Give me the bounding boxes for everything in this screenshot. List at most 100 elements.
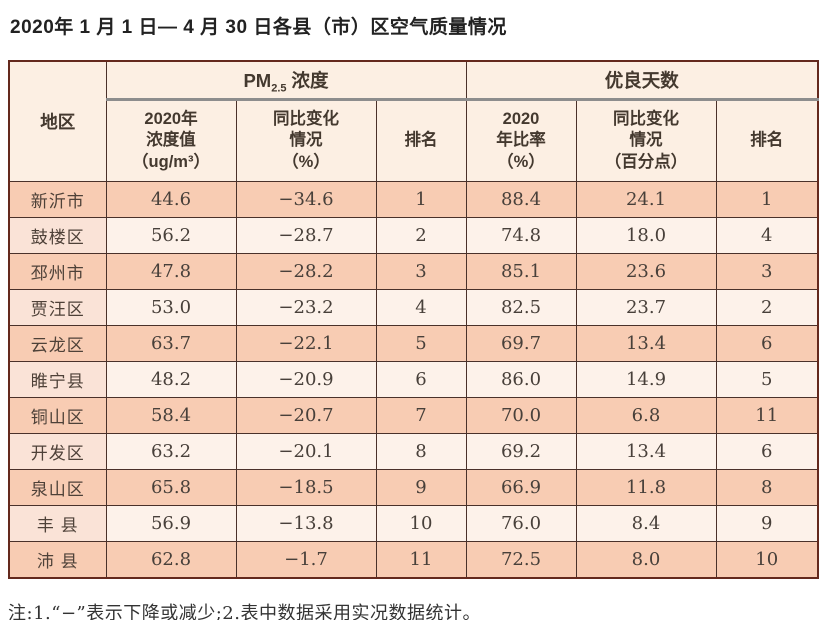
pm-rank-cell: 7 (375, 397, 467, 434)
header-pm-rank: 排名 (375, 99, 467, 182)
pm-change-cell: −20.9 (235, 361, 377, 398)
good-rate-cell: 70.0 (465, 397, 577, 434)
pm-rank-cell: 3 (375, 253, 467, 290)
table-body: 新沂市 44.6 −34.6 1 88.4 24.1 1 鼓楼区 56.2 −2… (8, 181, 819, 579)
pm-change-cell: −28.7 (235, 217, 377, 254)
pm25-label-subscript: 2.5 (271, 82, 287, 95)
good-rank-cell: 6 (715, 433, 819, 470)
table-row: 云龙区 63.7 −22.1 5 69.7 13.4 6 (8, 325, 819, 362)
good-change-cell: 23.7 (575, 289, 717, 326)
pm-change-cell: −18.5 (235, 469, 377, 506)
good-change-cell: 8.0 (575, 541, 717, 579)
group-header-row: 地区 PM2.5 浓度 优良天数 (8, 60, 819, 182)
pm-change-cell: −28.2 (235, 253, 377, 290)
header-good-change: 同比变化 情况 （百分点） (575, 99, 717, 182)
table-header: 地区 PM2.5 浓度 优良天数 2020年 浓度值 （ug/m³） 同比变化 情… (8, 60, 819, 182)
pm-value-cell: 47.8 (105, 253, 237, 290)
pm-value-cell: 44.6 (105, 181, 237, 218)
pm-change-cell: −20.1 (235, 433, 377, 470)
good-change-cell: 18.0 (575, 217, 717, 254)
good-rate-cell: 88.4 (465, 181, 577, 218)
good-rank-cell: 10 (715, 541, 819, 579)
sub-header-row: 2020年 浓度值 （ug/m³） 同比变化 情况 （%） 排名 2020 年比… (9, 99, 819, 182)
header-good-rate: 2020 年比率 （%） (465, 99, 577, 182)
page-title: 2020年 1 月 1 日— 4 月 30 日各县（市）区空气质量情况 (10, 17, 507, 38)
region-cell: 铜山区 (8, 397, 107, 434)
good-rate-cell: 72.5 (465, 541, 577, 579)
page: 2020年 1 月 1 日— 4 月 30 日各县（市）区空气质量情况 地区 P… (0, 12, 825, 620)
pm-change-cell: −20.7 (235, 397, 377, 434)
good-rank-cell: 2 (715, 289, 819, 326)
good-rank-cell: 5 (715, 361, 819, 398)
table-row: 睢宁县 48.2 −20.9 6 86.0 14.9 5 (8, 361, 819, 398)
pm-value-cell: 62.8 (105, 541, 237, 579)
header-pm25-group: PM2.5 浓度 (105, 60, 467, 101)
pm-rank-cell: 9 (375, 469, 467, 506)
pm-value-cell: 53.0 (105, 289, 237, 326)
table-row: 泉山区 65.8 −18.5 9 66.9 11.8 8 (8, 469, 819, 506)
good-change-cell: 8.4 (575, 505, 717, 542)
pm-value-cell: 63.2 (105, 433, 237, 470)
pm-value-cell: 48.2 (105, 361, 237, 398)
pm-value-cell: 56.9 (105, 505, 237, 542)
good-rate-cell: 86.0 (465, 361, 577, 398)
region-cell: 鼓楼区 (8, 217, 107, 254)
table-row: 鼓楼区 56.2 −28.7 2 74.8 18.0 4 (8, 217, 819, 254)
header-good-rank: 排名 (715, 99, 819, 182)
header-pm-change: 同比变化 情况 （%） (235, 99, 377, 182)
header-region: 地区 (8, 60, 107, 182)
good-rate-cell: 76.0 (465, 505, 577, 542)
pm-rank-cell: 6 (375, 361, 467, 398)
air-quality-table: 地区 PM2.5 浓度 优良天数 2020年 浓度值 （ug/m³） 同比变化 情… (8, 60, 819, 579)
header-good-days-group: 优良天数 (465, 60, 819, 101)
good-change-cell: 24.1 (575, 181, 717, 218)
good-rate-cell: 69.2 (465, 433, 577, 470)
region-cell: 云龙区 (8, 325, 107, 362)
region-cell: 新沂市 (8, 181, 107, 218)
table-row: 沛 县 62.8 −1.7 11 72.5 8.0 10 (8, 541, 819, 579)
pm-change-cell: −13.8 (235, 505, 377, 542)
pm-rank-cell: 2 (375, 217, 467, 254)
good-change-cell: 13.4 (575, 325, 717, 362)
good-change-cell: 14.9 (575, 361, 717, 398)
good-change-cell: 23.6 (575, 253, 717, 290)
pm-change-cell: −1.7 (235, 541, 377, 579)
good-rate-cell: 74.8 (465, 217, 577, 254)
header-pm-value: 2020年 浓度值 （ug/m³） (105, 99, 237, 182)
pm-value-cell: 58.4 (105, 397, 237, 434)
pm-rank-cell: 4 (375, 289, 467, 326)
good-rank-cell: 11 (715, 397, 819, 434)
pm-rank-cell: 8 (375, 433, 467, 470)
pm-rank-cell: 10 (375, 505, 467, 542)
table-row: 铜山区 58.4 −20.7 7 70.0 6.8 11 (8, 397, 819, 434)
table-row: 新沂市 44.6 −34.6 1 88.4 24.1 1 (8, 181, 819, 218)
good-rate-cell: 66.9 (465, 469, 577, 506)
region-cell: 邳州市 (8, 253, 107, 290)
table-row: 贾汪区 53.0 −23.2 4 82.5 23.7 2 (8, 289, 819, 326)
footnote: 注:1.“−”表示下降或减少;2.表中数据采用实况数据统计。 (8, 603, 481, 620)
good-change-cell: 6.8 (575, 397, 717, 434)
region-cell: 沛 县 (8, 541, 107, 579)
pm-value-cell: 63.7 (105, 325, 237, 362)
pm25-label-base: PM (243, 70, 272, 91)
pm-rank-cell: 11 (375, 541, 467, 579)
region-cell: 睢宁县 (8, 361, 107, 398)
pm-rank-cell: 5 (375, 325, 467, 362)
pm-value-cell: 56.2 (105, 217, 237, 254)
good-rank-cell: 9 (715, 505, 819, 542)
pm25-label-suffix: 浓度 (291, 70, 329, 91)
pm-change-cell: −34.6 (235, 181, 377, 218)
good-rank-cell: 3 (715, 253, 819, 290)
table-row: 邳州市 47.8 −28.2 3 85.1 23.6 3 (8, 253, 819, 290)
good-rate-cell: 85.1 (465, 253, 577, 290)
pm-value-cell: 65.8 (105, 469, 237, 506)
region-cell: 贾汪区 (8, 289, 107, 326)
good-rank-cell: 8 (715, 469, 819, 506)
good-rate-cell: 82.5 (465, 289, 577, 326)
region-cell: 泉山区 (8, 469, 107, 506)
table-row: 丰 县 56.9 −13.8 10 76.0 8.4 9 (8, 505, 819, 542)
table-row: 开发区 63.2 −20.1 8 69.2 13.4 6 (8, 433, 819, 470)
pm-change-cell: −22.1 (235, 325, 377, 362)
good-rate-cell: 69.7 (465, 325, 577, 362)
good-change-cell: 11.8 (575, 469, 717, 506)
